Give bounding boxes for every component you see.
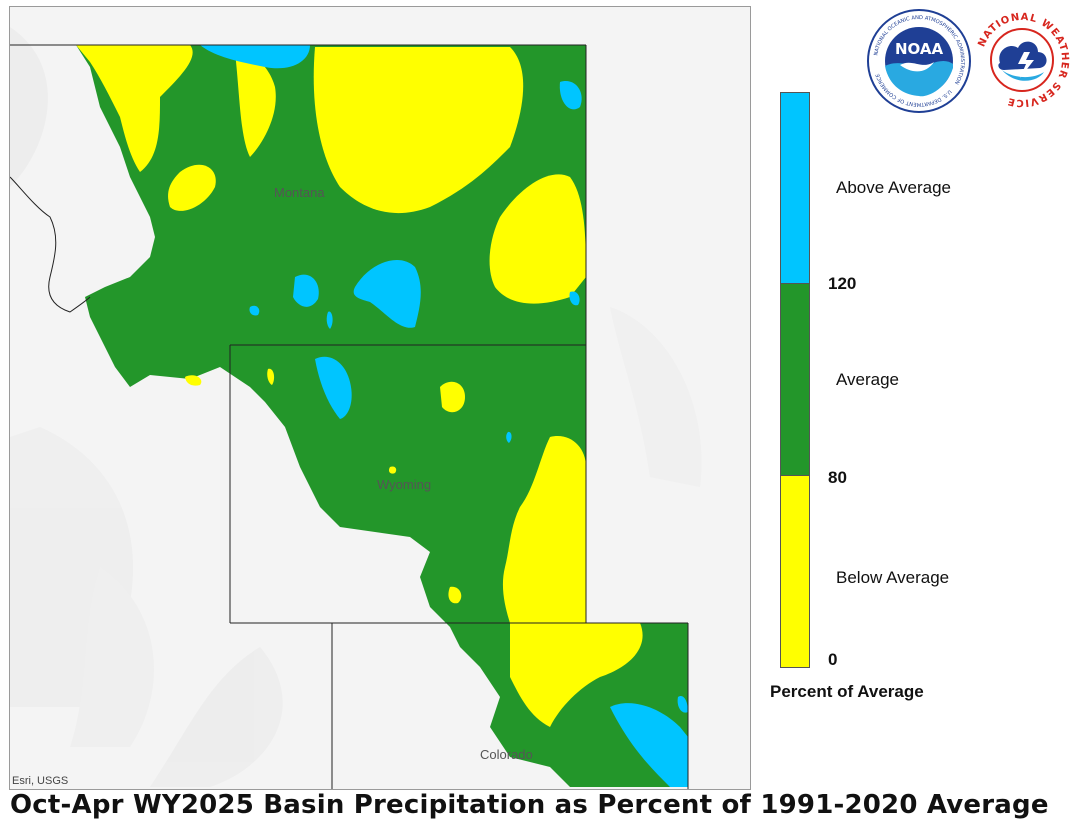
map-canvas xyxy=(10,27,702,789)
state-label-montana: Montana xyxy=(274,185,325,200)
state-boundaries xyxy=(10,44,689,789)
map-credit: Esri, USGS xyxy=(12,775,69,787)
noaa-logo: NOAA NATIONAL OCEANIC AND ATMOSPHERIC AD… xyxy=(866,8,972,114)
legend-swatch-below xyxy=(780,476,810,668)
above-average-regions xyxy=(200,45,688,787)
precipitation-map[interactable]: Montana Wyoming Colorado Esri, USGS xyxy=(9,6,751,790)
legend-tick-120: 120 xyxy=(828,274,857,293)
state-label-colorado: Colorado xyxy=(480,747,533,762)
below-average-regions xyxy=(76,45,643,727)
noaa-logo-icon: NOAA NATIONAL OCEANIC AND ATMOSPHERIC AD… xyxy=(867,9,971,113)
nws-logo: NATIONAL WEATHER SERVICE xyxy=(972,8,1072,112)
page-title: Oct-Apr WY2025 Basin Precipitation as Pe… xyxy=(10,790,1049,820)
legend-label-average: Average xyxy=(836,370,900,389)
terrain-shading xyxy=(10,27,702,787)
legend-title: Percent of Average xyxy=(770,682,924,701)
svg-text:NOAA: NOAA xyxy=(895,40,944,58)
legend-tick-0: 0 xyxy=(828,650,838,669)
legend-label-below: Below Average xyxy=(836,568,950,587)
legend-tick-80: 80 xyxy=(828,468,847,487)
legend-swatch-average xyxy=(780,284,810,476)
state-label-wyoming: Wyoming xyxy=(377,477,432,492)
legend-label-above: Above Average xyxy=(836,178,951,197)
legend-swatch-above xyxy=(780,92,810,284)
nws-logo-icon: NATIONAL WEATHER SERVICE xyxy=(974,12,1070,108)
